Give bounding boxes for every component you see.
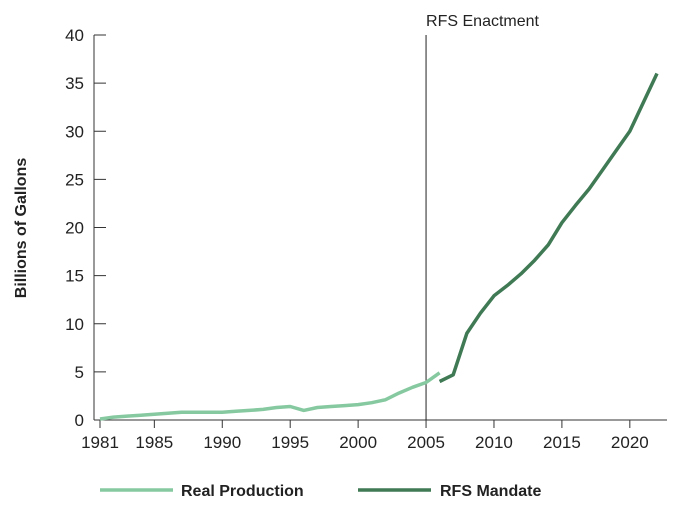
y-tick-label: 40 bbox=[65, 26, 84, 45]
y-tick-label: 5 bbox=[75, 363, 84, 382]
legend-label-real-production: Real Production bbox=[181, 483, 304, 500]
rfs-enactment-label: RFS Enactment bbox=[426, 13, 539, 30]
y-tick-label: 20 bbox=[65, 219, 84, 238]
y-axis-title: Billions of Gallons bbox=[13, 158, 30, 299]
y-tick-label: 35 bbox=[65, 74, 84, 93]
legend: Real Production RFS Mandate bbox=[100, 483, 541, 500]
series-layer bbox=[99, 72, 659, 421]
x-axis: 1981 1985 1990 1995 2000 2005 2010 2015 2020 bbox=[81, 419, 667, 452]
x-tick-label: 2010 bbox=[475, 433, 513, 452]
series-line-real-production bbox=[99, 371, 441, 421]
x-tick-label: 1985 bbox=[135, 433, 173, 452]
y-tick-label: 15 bbox=[65, 267, 84, 286]
y-tick-label: 0 bbox=[75, 411, 84, 430]
x-tick-label: 1995 bbox=[271, 433, 309, 452]
x-tick-label: 2000 bbox=[339, 433, 377, 452]
x-tick-label: 2015 bbox=[543, 433, 581, 452]
legend-label-rfs-mandate: RFS Mandate bbox=[440, 483, 541, 500]
x-tick-label: 1981 bbox=[81, 433, 119, 452]
y-tick-label: 25 bbox=[65, 170, 84, 189]
x-tick-label: 2005 bbox=[407, 433, 445, 452]
y-axis: 0 5 10 15 20 25 30 35 40 bbox=[65, 26, 106, 430]
series-line-rfs-mandate bbox=[438, 72, 659, 384]
annotation-layer: RFS Enactment bbox=[425, 13, 540, 420]
x-tick-label: 2020 bbox=[611, 433, 649, 452]
x-tick-label: 1990 bbox=[203, 433, 241, 452]
y-tick-label: 30 bbox=[65, 122, 84, 141]
y-tick-label: 10 bbox=[65, 315, 84, 334]
